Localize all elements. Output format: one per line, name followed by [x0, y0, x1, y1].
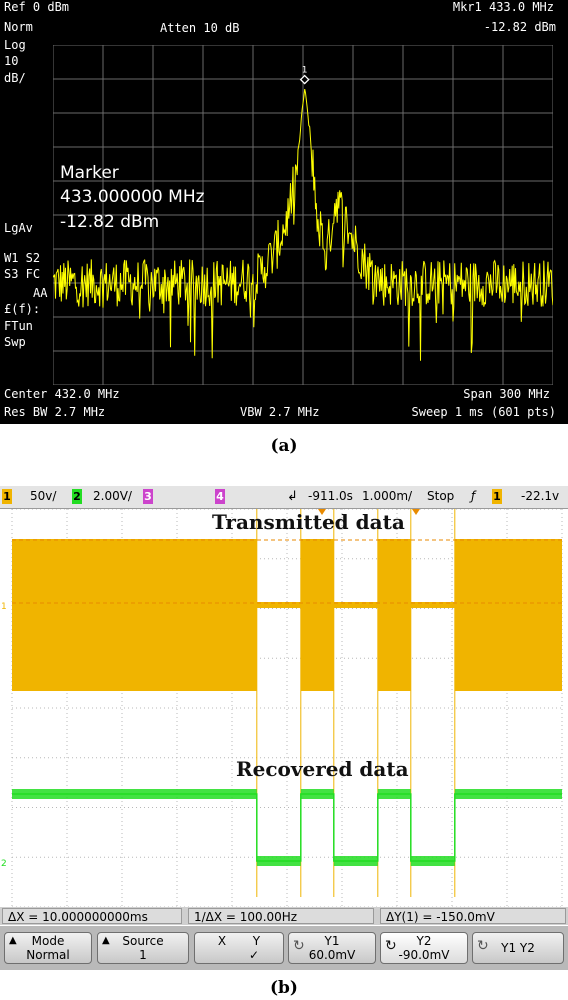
- spectrum-grid: [53, 45, 553, 385]
- softkey-bar: ▲ Mode Normal ▲ Source 1 X Y ✓ ↻ Y1 60.0…: [0, 926, 568, 970]
- source-softkey[interactable]: ▲ Source 1: [97, 932, 189, 964]
- side-label: dB/: [4, 71, 26, 85]
- recovered-low-segment: [333, 856, 378, 866]
- recovered-trace: [12, 789, 562, 866]
- timebase: 1.000m/: [362, 489, 413, 503]
- transmitted-high-segment: [300, 539, 334, 691]
- attenuation: Atten 10 dB: [160, 21, 240, 35]
- entry-knob-icon: ↻: [293, 938, 305, 954]
- sweep-time: Sweep 1 ms (601 pts): [411, 405, 557, 419]
- marker-diamond: [299, 74, 310, 85]
- ch2-scale: 2.00V/: [93, 489, 132, 503]
- resolution-bandwidth: Res BW 2.7 MHz: [4, 405, 106, 419]
- ref-level: Ref 0 dBm: [4, 0, 70, 14]
- softkey-arrow-icon: ▲: [102, 935, 110, 946]
- recovered-high-segment: [300, 789, 334, 799]
- trigger-level: -22.1v: [521, 489, 560, 503]
- recovered-high-segment: [377, 789, 411, 799]
- recovered-low-segment: [410, 856, 455, 866]
- trigger-marker: [318, 509, 326, 515]
- trigger-position-icon: ↲: [287, 489, 298, 504]
- marker-header-frequency: Mkr1 433.0 MHz: [452, 0, 554, 14]
- transmitted-low-segment: [256, 602, 301, 608]
- caption-a: (a): [270, 436, 298, 456]
- ch3-indicator[interactable]: 3: [143, 489, 153, 504]
- side-label: Norm: [4, 20, 33, 34]
- side-label: FTun: [4, 319, 33, 333]
- marker-number: 1: [302, 66, 308, 76]
- scope-plot: 12: [0, 509, 568, 907]
- y1-softkey[interactable]: ↻ Y1 60.0mV: [288, 932, 376, 964]
- center-frequency: Center 432.0 MHz: [4, 387, 120, 401]
- span: Span 300 MHz: [463, 387, 550, 401]
- ch2-ground-marker: 2: [1, 859, 7, 869]
- ch2-indicator[interactable]: 2: [72, 489, 82, 504]
- entry-knob-icon: ↻: [385, 938, 397, 954]
- transmitted-data-label: Transmitted data: [212, 510, 405, 534]
- trigger-slope-icon: ƒ: [471, 489, 476, 503]
- scope-status-bar: 1 50v/ 2 2.00V/ 3 4 ↲ -911.0s 1.000m/ St…: [0, 486, 568, 509]
- spectrum-plot: 1: [53, 45, 553, 385]
- side-label: Log: [4, 38, 26, 52]
- transmitted-high-segment: [377, 539, 411, 691]
- run-state[interactable]: Stop: [427, 489, 455, 503]
- delta-x: ΔX = 10.000000000ms: [2, 908, 182, 924]
- ch1-indicator[interactable]: 1: [2, 489, 12, 504]
- y1y2-softkey[interactable]: ↻ Y1 Y2: [472, 932, 564, 964]
- transmitted-high-segment: [12, 539, 257, 691]
- marker-frequency: 433.000000 MHz: [60, 187, 205, 207]
- recovered-high-segment: [454, 789, 562, 799]
- inverse-delta-x: 1/ΔX = 100.00Hz: [188, 908, 374, 924]
- ch1-ground-marker: 1: [1, 602, 7, 612]
- trigger-source: 1: [492, 489, 502, 504]
- transmitted-trace: [12, 509, 562, 897]
- transmitted-low-segment: [333, 602, 378, 608]
- mode-softkey[interactable]: ▲ Mode Normal: [4, 932, 92, 964]
- delta-y: ΔY(1) = -150.0mV: [380, 908, 566, 924]
- marker-title: Marker: [60, 163, 119, 183]
- side-label: LgAv: [4, 221, 33, 235]
- xy-softkey[interactable]: X Y ✓: [194, 932, 284, 964]
- side-label: Swp: [4, 335, 26, 349]
- side-label: W1 S2: [4, 251, 41, 265]
- y2-softkey[interactable]: ↻ Y2 -90.0mV: [380, 932, 468, 964]
- transmitted-high-segment: [454, 539, 562, 691]
- entry-knob-icon: ↻: [477, 938, 489, 954]
- softkey-arrow-icon: ▲: [9, 935, 17, 946]
- ch4-indicator[interactable]: 4: [215, 489, 225, 504]
- side-label: 10: [4, 54, 19, 68]
- oscilloscope-screen: 1 50v/ 2 2.00V/ 3 4 ↲ -911.0s 1.000m/ St…: [0, 486, 568, 970]
- measurement-bar: ΔX = 10.000000000ms 1/ΔX = 100.00Hz ΔY(1…: [0, 907, 568, 925]
- video-bandwidth: VBW 2.7 MHz: [240, 405, 320, 419]
- caption-b: (b): [270, 978, 298, 998]
- ch1-scale: 50v/: [30, 489, 57, 503]
- marker-level: -12.82 dBm: [60, 212, 160, 232]
- spectrum-analyzer-screen: Ref 0 dBm Atten 10 dB Mkr1 433.0 MHz -12…: [0, 0, 568, 424]
- recovered-low-segment: [256, 856, 301, 866]
- trigger-position: -911.0s: [308, 489, 353, 503]
- recovered-data-label: Recovered data: [236, 757, 409, 781]
- recovered-high-segment: [12, 789, 257, 799]
- transmitted-low-segment: [410, 602, 455, 608]
- side-label: £(f):: [4, 302, 41, 316]
- cursor-marker: [412, 509, 420, 515]
- side-label: AA: [33, 286, 48, 300]
- marker-header-level: -12.82 dBm: [483, 20, 556, 34]
- spectrum-trace: [53, 88, 553, 361]
- side-label: S3 FC: [4, 267, 41, 281]
